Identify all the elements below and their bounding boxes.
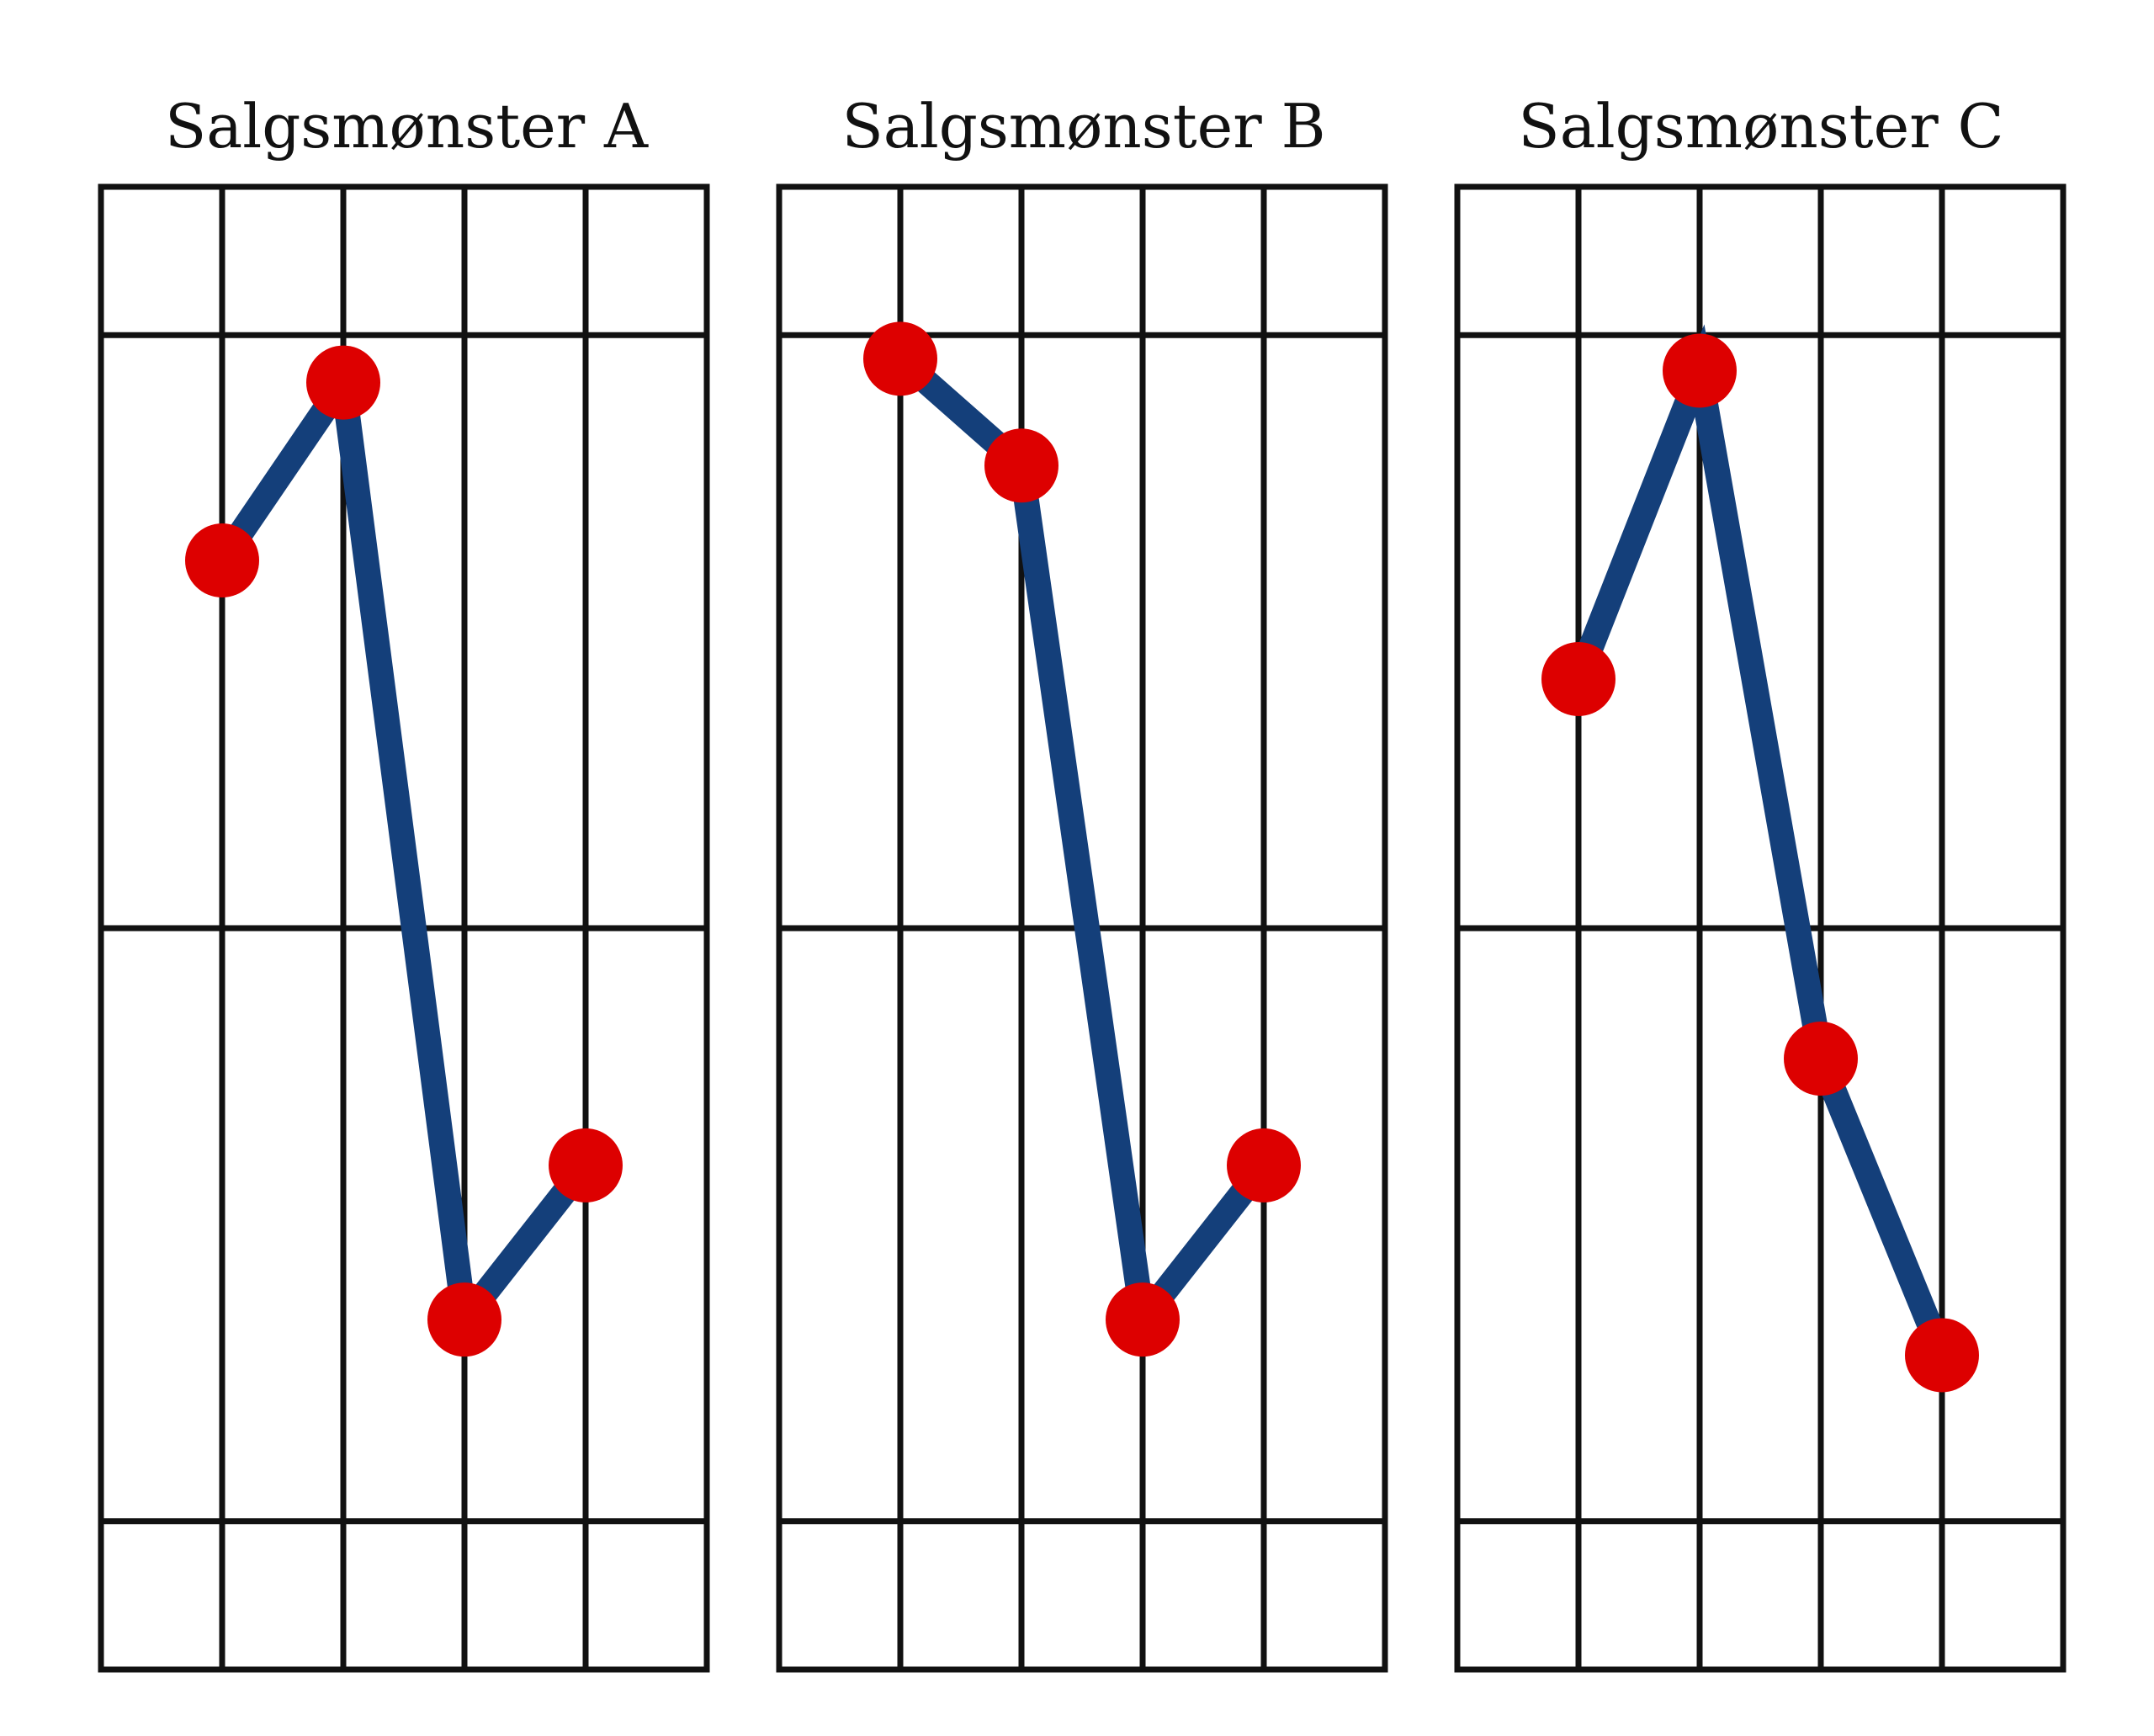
series-line <box>211 348 596 1351</box>
panel-c: Salgsmønster C <box>1454 91 2066 1673</box>
panel-a: Salgsmønster A <box>98 91 710 1673</box>
data-point <box>1541 641 1616 716</box>
series-line <box>1567 324 1954 1361</box>
data-point <box>185 523 259 598</box>
data-point <box>863 321 937 396</box>
panel-b: Salgsmønster B <box>776 91 1388 1673</box>
data-point <box>1663 333 1737 408</box>
data-point <box>306 345 380 420</box>
data-point <box>984 428 1058 503</box>
data-point <box>1106 1282 1180 1357</box>
data-point <box>1784 1022 1858 1096</box>
series-line <box>892 349 1274 1351</box>
panel-title: Salgsmønster C <box>1518 91 2003 162</box>
data-point <box>1227 1128 1301 1202</box>
data-point <box>1905 1318 1979 1393</box>
panel-title: Salgsmønster A <box>165 91 649 162</box>
data-point <box>427 1282 501 1357</box>
panel-title: Salgsmønster B <box>841 91 1325 162</box>
data-point <box>549 1128 623 1202</box>
